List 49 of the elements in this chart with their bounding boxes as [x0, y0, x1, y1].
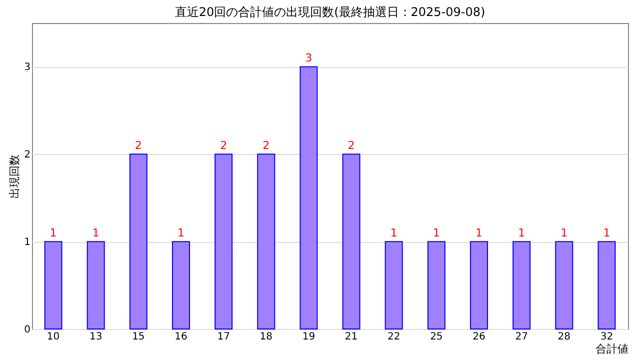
- bar: [555, 241, 574, 330]
- bar: [86, 241, 105, 330]
- x-tick-label: 10: [46, 332, 60, 342]
- bar: [300, 66, 318, 330]
- data-label: 1: [603, 226, 610, 240]
- x-tick-label: 32: [600, 332, 614, 342]
- bar: [214, 154, 233, 330]
- bar: [257, 154, 276, 330]
- x-tick-label: 21: [344, 332, 358, 342]
- x-tick-label: 15: [132, 332, 145, 342]
- data-label: 1: [178, 226, 184, 240]
- data-label: 1: [92, 226, 100, 240]
- data-label: 1: [476, 226, 482, 240]
- data-label: 2: [220, 139, 228, 152]
- data-label: 1: [560, 226, 568, 240]
- x-tick-label: 27: [515, 332, 528, 342]
- bar: [598, 241, 616, 330]
- bar: [342, 154, 360, 330]
- y-tick-label: 0: [24, 324, 30, 336]
- bar: [470, 241, 488, 330]
- data-label: 2: [262, 139, 270, 152]
- data-label: 2: [348, 139, 355, 152]
- x-tick-label: 22: [387, 332, 400, 342]
- bar: [172, 241, 190, 330]
- bar: [44, 241, 62, 330]
- data-label: 1: [432, 226, 440, 240]
- bar: [427, 241, 446, 330]
- data-label: 1: [518, 226, 526, 240]
- y-axis-title: 出現回数: [8, 154, 22, 198]
- x-axis-title: 合計値: [596, 342, 628, 356]
- x-tick-label: 18: [260, 332, 273, 342]
- data-label: 2: [134, 139, 142, 152]
- x-tick-label: 25: [430, 332, 443, 342]
- x-tick-label: 13: [89, 332, 102, 342]
- data-label: 1: [50, 226, 57, 240]
- bar: [384, 241, 403, 330]
- data-label: 1: [390, 226, 398, 240]
- y-tick-label: 3: [24, 62, 30, 74]
- chart-title: 直近20回の合計値の出現回数(最終抽選日：2025-09-08): [174, 5, 486, 19]
- x-tick-label: 28: [558, 332, 571, 342]
- y-tick-label: 2: [24, 150, 30, 161]
- bar: [512, 241, 531, 330]
- bar: [129, 154, 148, 330]
- data-label: 3: [305, 52, 312, 65]
- y-tick-label: 1: [24, 237, 30, 248]
- x-tick-label: 16: [174, 332, 188, 342]
- x-tick-label: 19: [302, 332, 316, 342]
- x-tick-label: 17: [217, 332, 230, 342]
- x-tick-label: 26: [472, 332, 486, 342]
